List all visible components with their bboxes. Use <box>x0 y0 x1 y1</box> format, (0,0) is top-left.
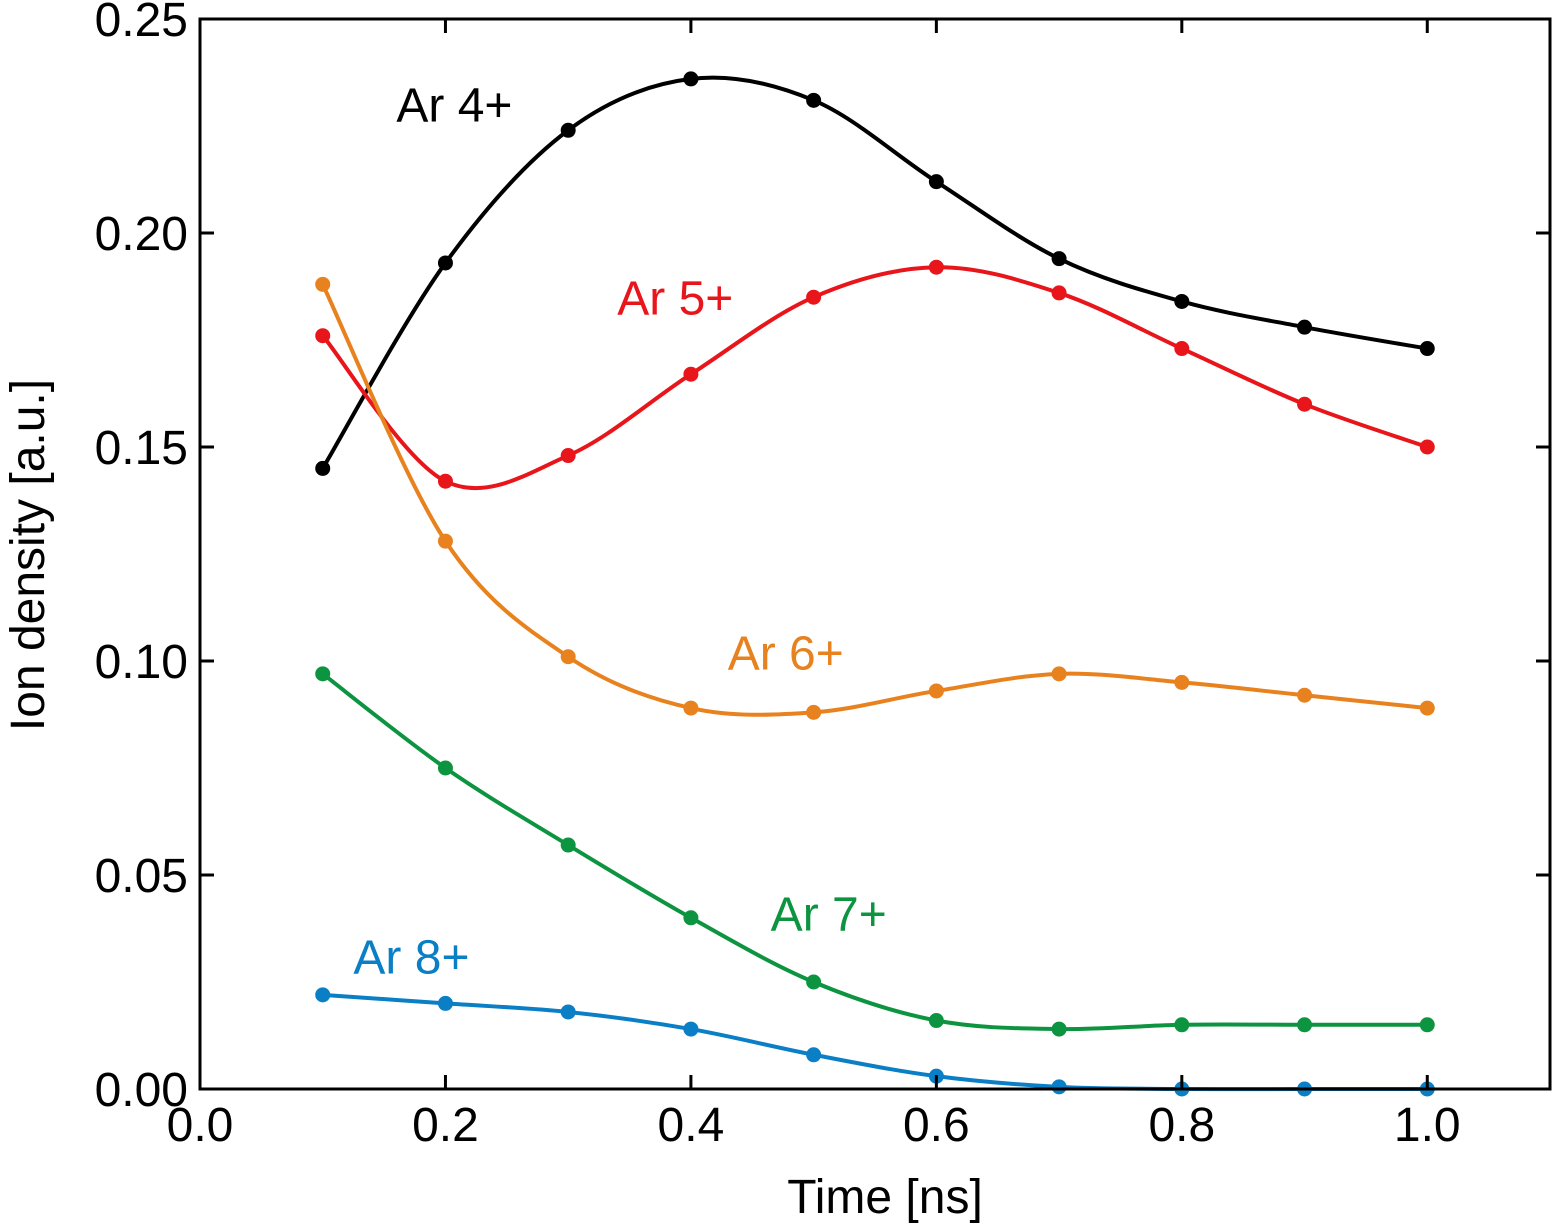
data-point-ar7plus <box>560 837 576 853</box>
x-tick-label: 1.0 <box>1394 1099 1461 1152</box>
data-point-ar4plus <box>1419 341 1435 357</box>
data-point-ar8plus <box>1051 1079 1067 1095</box>
data-point-ar8plus <box>437 995 453 1011</box>
data-point-ar4plus <box>437 255 453 271</box>
series-ar6plus <box>315 276 1435 720</box>
y-tick-label: 0.25 <box>95 0 188 47</box>
data-point-ar7plus <box>928 1013 944 1029</box>
data-point-ar4plus <box>928 174 944 190</box>
data-point-ar8plus <box>806 1047 822 1063</box>
y-tick-label: 0.15 <box>95 422 188 475</box>
data-point-ar5plus <box>1051 285 1067 301</box>
data-point-ar6plus <box>315 276 331 292</box>
data-point-ar4plus <box>1174 293 1190 309</box>
data-point-ar4plus <box>1297 319 1313 335</box>
data-point-ar6plus <box>437 533 453 549</box>
data-point-ar8plus <box>315 987 331 1003</box>
x-tick-label: 0.2 <box>412 1099 479 1152</box>
data-point-ar6plus <box>928 683 944 699</box>
data-point-ar5plus <box>1419 439 1435 455</box>
series-label-ar8plus: Ar 8+ <box>353 931 469 984</box>
data-point-ar6plus <box>683 700 699 716</box>
series-ar7plus <box>315 666 1435 1037</box>
series-label-ar6plus: Ar 6+ <box>728 628 844 681</box>
data-point-ar6plus <box>1297 687 1313 703</box>
series-line-ar7plus <box>321 672 1428 1032</box>
data-point-ar5plus <box>315 328 331 344</box>
data-point-ar4plus <box>315 460 331 476</box>
series-layer <box>315 71 1435 1097</box>
x-tick-label: 0.4 <box>658 1099 725 1152</box>
data-point-ar7plus <box>437 760 453 776</box>
series-label-ar4plus: Ar 4+ <box>396 80 512 133</box>
y-axis-title: Ion density [a.u.] <box>2 379 55 731</box>
data-point-ar5plus <box>1297 396 1313 412</box>
data-point-ar5plus <box>806 289 822 305</box>
series-label-ar5plus: Ar 5+ <box>617 272 733 325</box>
data-point-ar7plus <box>1174 1017 1190 1033</box>
x-tick-label: 0.6 <box>903 1099 970 1152</box>
x-tick-label: 0.0 <box>167 1099 234 1152</box>
x-axis-title: Time [ns] <box>787 1171 983 1224</box>
data-point-ar7plus <box>315 666 331 682</box>
data-point-ar4plus <box>806 92 822 108</box>
series-line-ar8plus <box>322 992 1428 1092</box>
series-line-ar4plus <box>321 75 1428 470</box>
data-point-ar5plus <box>1174 341 1190 357</box>
y-tick-label: 0.05 <box>95 850 188 903</box>
data-point-ar5plus <box>928 259 944 275</box>
data-point-ar8plus <box>560 1004 576 1020</box>
plot-frame <box>198 17 1552 1091</box>
data-point-ar4plus <box>560 122 576 138</box>
data-point-ar6plus <box>1174 674 1190 690</box>
label-layer: Ar 4+ Ar 5+ Ar 6+ Ar 7+ Ar 8+ <box>353 80 886 985</box>
data-point-ar7plus <box>1051 1021 1067 1037</box>
data-point-ar6plus <box>1419 700 1435 716</box>
data-point-ar5plus <box>437 473 453 489</box>
y-tick-label: 0.00 <box>95 1064 188 1117</box>
data-point-ar7plus <box>1297 1017 1313 1033</box>
data-point-ar7plus <box>806 974 822 990</box>
data-point-ar7plus <box>1419 1017 1435 1033</box>
data-point-ar8plus <box>683 1021 699 1037</box>
data-point-ar5plus <box>560 448 576 464</box>
x-tick-label: 0.8 <box>1148 1099 1215 1152</box>
data-point-ar6plus <box>1051 666 1067 682</box>
data-point-ar6plus <box>806 704 822 720</box>
y-tick-label: 0.10 <box>95 636 188 689</box>
data-point-ar6plus <box>560 649 576 665</box>
series-label-ar7plus: Ar 7+ <box>771 889 887 942</box>
data-point-ar4plus <box>683 71 699 87</box>
series-line-ar6plus <box>320 283 1428 717</box>
series-ar5plus <box>315 259 1435 491</box>
series-line-ar5plus <box>321 265 1428 491</box>
axis-layer: 0.0 0.2 0.4 0.6 0.8 1.0 0.00 0.05 0.10 0.15 0.20 0.… <box>95 0 1550 1152</box>
data-point-ar5plus <box>683 366 699 382</box>
series-ar4plus <box>315 71 1435 476</box>
data-point-ar7plus <box>683 910 699 926</box>
data-point-ar4plus <box>1051 251 1067 267</box>
y-tick-label: 0.20 <box>95 208 188 261</box>
